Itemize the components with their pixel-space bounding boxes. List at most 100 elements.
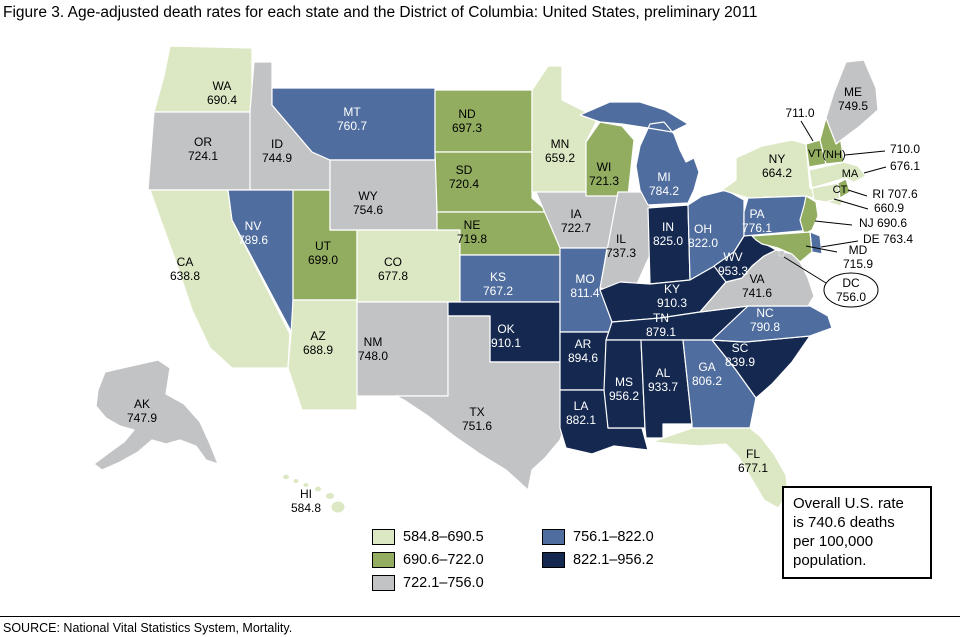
state-label-nj: NJ 690.6: [859, 216, 907, 230]
state-tx: [395, 315, 569, 491]
state-label-in: IN: [662, 220, 674, 234]
leader-nh: [844, 150, 886, 156]
source-note: SOURCE: National Vital Statistics System…: [3, 621, 293, 635]
state-label-hi: 584.8: [291, 501, 321, 515]
state-sd: [434, 151, 549, 213]
state-label-ar: 894.6: [568, 351, 598, 365]
state-label-nd: ND: [458, 107, 476, 121]
state-wy: [329, 159, 438, 231]
state-label-tn: 879.1: [646, 325, 676, 339]
legend-swatch: [542, 552, 565, 568]
state-label-sc: 839.9: [725, 355, 755, 369]
state-label-ca: 638.8: [170, 269, 200, 283]
state-ct: [811, 182, 841, 203]
legend-swatch: [372, 552, 395, 568]
state-label-dc: 756.0: [836, 290, 866, 304]
state-label-md: 715.9: [843, 257, 873, 271]
state-label-ma: 676.1: [890, 159, 920, 173]
figure-title: Figure 3. Age-adjusted death rates for e…: [3, 4, 758, 21]
state-label-tn: TN: [653, 311, 669, 325]
state-label-ut: 699.0: [308, 253, 338, 267]
state-label-nm: 748.0: [358, 349, 388, 363]
state-label-nh: 710.0: [890, 142, 920, 156]
callout-leader-lines: [783, 120, 887, 308]
state-label-mn: MN: [551, 137, 570, 151]
state-label-sd: SD: [456, 163, 473, 177]
state-label-md: MD: [849, 243, 868, 257]
state-label-co: 677.8: [378, 269, 408, 283]
state-label-pa: PA: [749, 207, 764, 221]
legend-item: 690.6–722.0: [372, 552, 484, 568]
state-label-wi: WI: [597, 160, 612, 174]
state-nc: [711, 305, 833, 343]
leader-ct: [833, 198, 869, 210]
state-label-la: LA: [574, 399, 589, 413]
state-label-wa: WA: [213, 79, 232, 93]
state-label-ia: 722.7: [561, 221, 591, 235]
overall-rate-note: Overall U.S. rate is 740.6 deaths per 10…: [782, 486, 932, 579]
state-label-tx: TX: [469, 405, 484, 419]
state-label-in: 825.0: [653, 234, 683, 248]
state-label-mi: 784.2: [649, 184, 679, 198]
state-label-ak: 747.9: [127, 411, 157, 425]
legend-label: 722.1–756.0: [403, 575, 484, 591]
state-label-ok: OK: [497, 322, 514, 336]
state-label-nh: (NH): [822, 149, 845, 161]
state-label-de: DE 763.4: [863, 232, 913, 246]
state-label-me: ME: [844, 85, 862, 99]
state-dc: [778, 250, 785, 257]
state-label-dc: DC: [842, 276, 860, 290]
note-line: is 740.6 deaths: [793, 514, 895, 531]
state-label-id: 744.9: [262, 151, 292, 165]
state-label-wy: WY: [358, 189, 377, 203]
state-label-mo: MO: [575, 272, 594, 286]
note-line: population.: [793, 552, 867, 569]
state-label-va: 741.6: [742, 286, 772, 300]
legend-item: 756.1–822.0: [542, 529, 654, 545]
state-label-il: 737.3: [606, 246, 636, 260]
divider: [0, 616, 960, 617]
state-label-ny: NY: [769, 152, 786, 166]
state-label-ok: 910.1: [491, 336, 521, 350]
legend-swatch: [372, 529, 395, 545]
state-label-ak: AK: [134, 397, 150, 411]
state-label-ia: IA: [570, 207, 581, 221]
state-label-hi: HI: [300, 487, 312, 501]
state-label-or: 724.1: [188, 149, 218, 163]
state-label-ky: KY: [664, 282, 680, 296]
state-label-ne: NE: [464, 218, 481, 232]
state-label-ms: MS: [615, 375, 633, 389]
state-label-co: CO: [384, 255, 402, 269]
state-label-ne: 719.8: [457, 232, 487, 246]
state-label-ct: CT: [833, 184, 848, 196]
note-line: per 100,000: [793, 533, 874, 550]
state-label-oh: OH: [694, 222, 712, 236]
leader-ri: [847, 189, 868, 197]
state-wa: [153, 45, 253, 113]
state-label-ms: 956.2: [609, 389, 639, 403]
state-label-ks: KS: [490, 270, 506, 284]
state-ri: [837, 178, 851, 199]
state-label-mt: MT: [343, 105, 361, 119]
note-line: Overall U.S. rate: [793, 495, 904, 512]
state-label-wa: 690.4: [207, 93, 237, 107]
state-label-wv: WV: [723, 250, 742, 264]
state-label-mi: MI: [657, 170, 670, 184]
leader-nj: [814, 220, 853, 226]
state-label-ky: 910.3: [657, 296, 687, 310]
state-hi: [283, 474, 345, 513]
state-label-vt: 711.0: [785, 106, 814, 120]
leader-de: [820, 240, 859, 248]
state-label-nv: NV: [245, 219, 262, 233]
state-label-ga: GA: [698, 360, 715, 374]
state-ak: [93, 359, 219, 471]
state-label-mn: 659.2: [545, 151, 575, 165]
state-label-nm: NM: [364, 335, 383, 349]
state-label-nc: NC: [756, 306, 774, 320]
state-label-ca: CA: [177, 255, 194, 269]
legend-swatch: [372, 575, 395, 591]
state-label-oh: 822.0: [688, 236, 718, 250]
